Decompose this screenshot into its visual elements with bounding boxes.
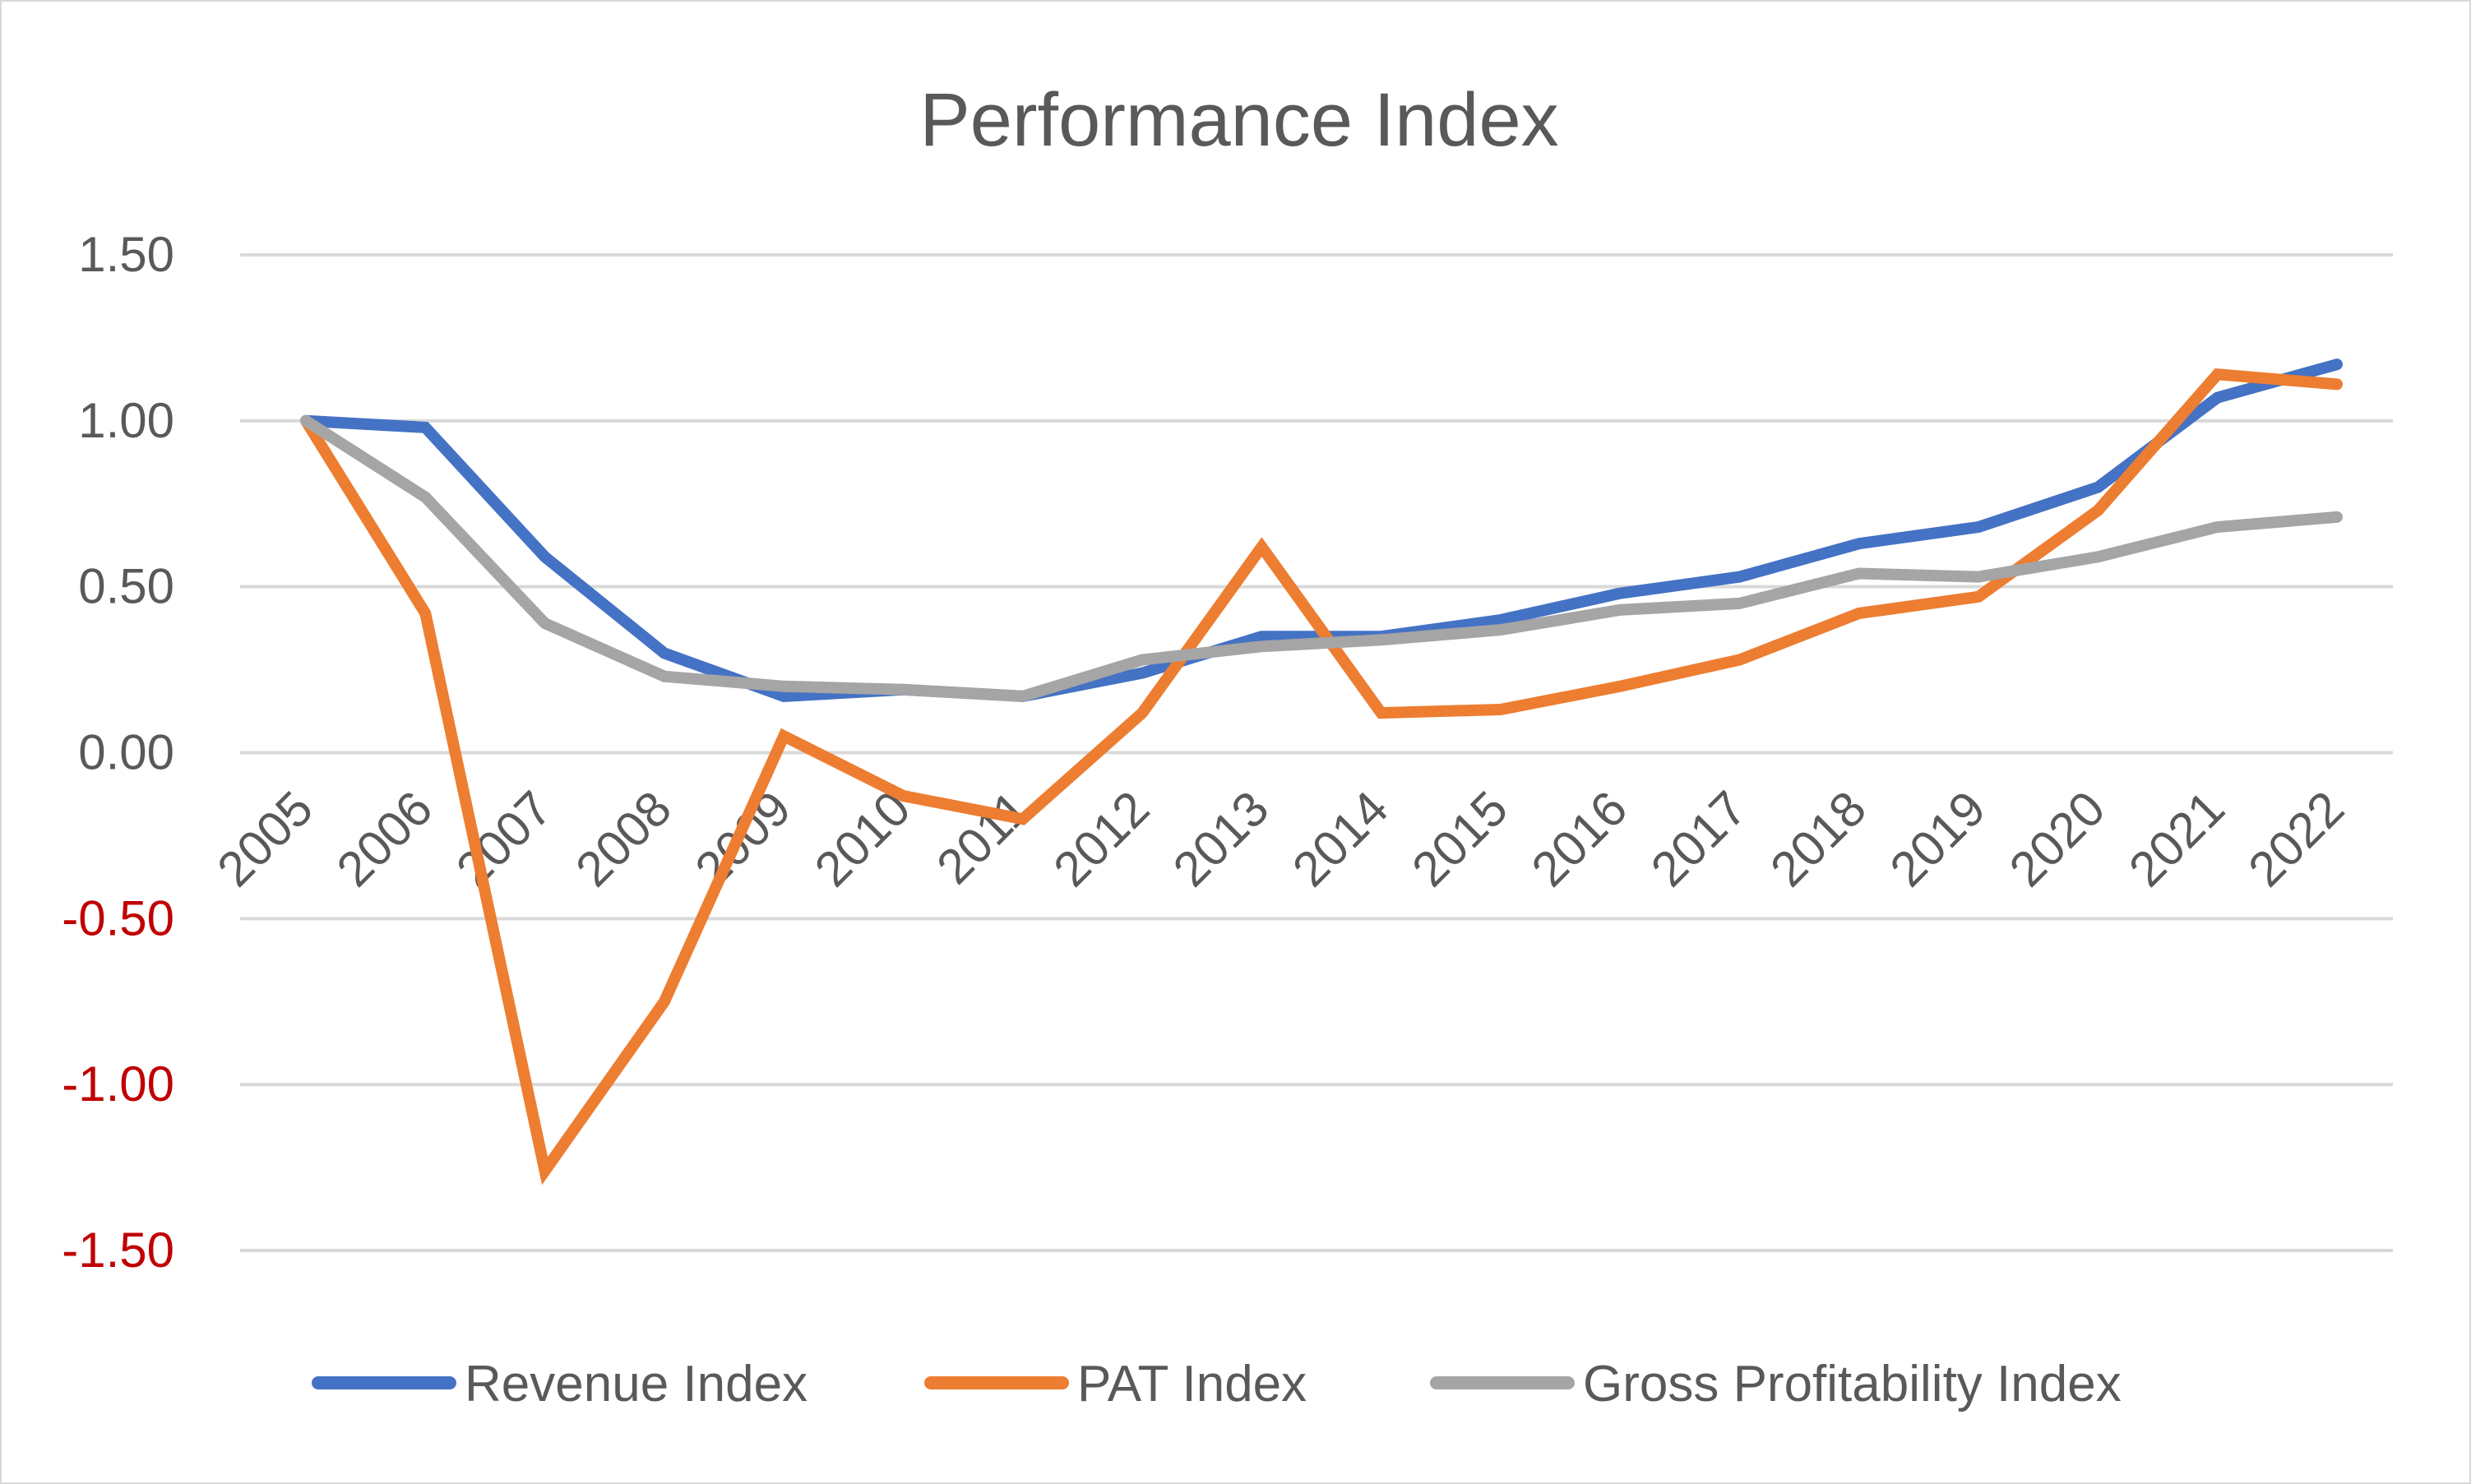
x-tick-label: 2018 — [1760, 780, 1876, 897]
gridlines — [240, 253, 2393, 1252]
x-tick-label: 2012 — [1043, 780, 1159, 897]
y-axis-ticks: 1.50 1.00 0.50 0.00 -0.50 -1.00 -1.50 — [62, 227, 174, 1278]
y-tick-label: 0.00 — [78, 725, 174, 780]
series-lines — [300, 358, 2343, 1186]
x-tick-label: 2021 — [2118, 780, 2235, 897]
x-tick-label: 2016 — [1521, 780, 1638, 897]
y-tick-label: -1.50 — [62, 1223, 174, 1278]
x-tick-label: 2020 — [1999, 780, 2116, 897]
x-tick-label: 2008 — [565, 780, 682, 897]
x-tick-label: 2011 — [926, 780, 1040, 895]
x-axis-ticks: 2005 2006 2007 2008 2009 2010 2011 2012 2013 2014… — [206, 780, 2354, 897]
legend-label: PAT Index — [1077, 1356, 1307, 1412]
x-tick-label: 2022 — [2237, 780, 2354, 897]
legend: Revenue Index PAT Index Gross Profitabilit… — [312, 1356, 2122, 1412]
x-tick-label: 2014 — [1282, 780, 1399, 897]
legend-label: Gross Profitability Index — [1583, 1356, 2122, 1412]
series-line-gross-profitability-index — [300, 414, 2343, 702]
x-tick-label: 2015 — [1401, 780, 1518, 897]
y-tick-label: -1.00 — [62, 1056, 174, 1112]
x-tick-label: 2017 — [1640, 780, 1757, 897]
series-line-pat-index — [300, 368, 2343, 1186]
y-tick-label: 0.50 — [78, 559, 174, 614]
x-tick-label: 2005 — [206, 780, 323, 897]
x-tick-label: 2013 — [1163, 780, 1279, 897]
chart-title: Performance Index — [919, 78, 1558, 162]
y-tick-label: 1.00 — [78, 393, 174, 448]
y-tick-label: 1.50 — [78, 227, 174, 282]
legend-label: Revenue Index — [465, 1356, 807, 1412]
x-tick-label: 2019 — [1880, 780, 1997, 897]
x-tick-label: 2006 — [326, 780, 443, 897]
y-tick-label: -0.50 — [62, 890, 174, 945]
